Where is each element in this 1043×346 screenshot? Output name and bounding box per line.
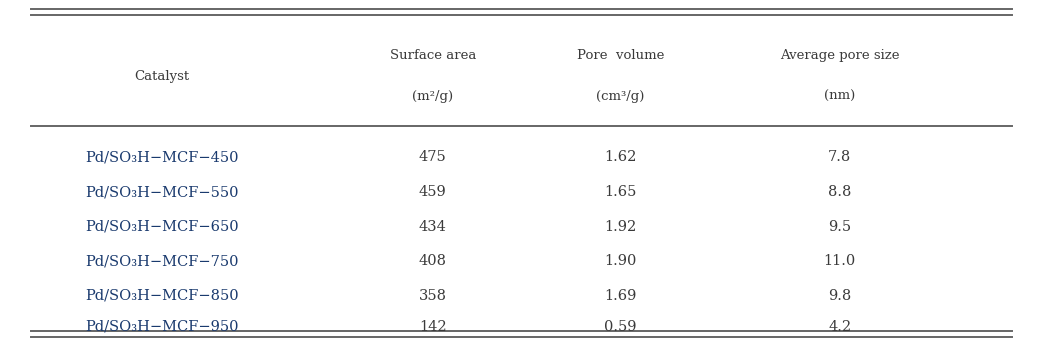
Text: 9.8: 9.8 bbox=[828, 289, 851, 303]
Text: (nm): (nm) bbox=[824, 90, 855, 103]
Text: 459: 459 bbox=[419, 185, 446, 199]
Text: Pd/SO₃H−MCF−550: Pd/SO₃H−MCF−550 bbox=[84, 185, 239, 199]
Text: 475: 475 bbox=[419, 151, 446, 164]
Text: 358: 358 bbox=[419, 289, 446, 303]
Text: Pd/SO₃H−MCF−950: Pd/SO₃H−MCF−950 bbox=[84, 320, 239, 334]
Text: 434: 434 bbox=[419, 220, 446, 234]
Text: Pd/SO₃H−MCF−450: Pd/SO₃H−MCF−450 bbox=[84, 151, 239, 164]
Text: 7.8: 7.8 bbox=[828, 151, 851, 164]
Text: 142: 142 bbox=[419, 320, 446, 334]
Text: Pd/SO₃H−MCF−650: Pd/SO₃H−MCF−650 bbox=[84, 220, 239, 234]
Text: 4.2: 4.2 bbox=[828, 320, 851, 334]
Text: 408: 408 bbox=[419, 254, 446, 268]
Text: Surface area: Surface area bbox=[390, 49, 476, 62]
Text: 0.59: 0.59 bbox=[604, 320, 637, 334]
Text: 9.5: 9.5 bbox=[828, 220, 851, 234]
Text: (m²/g): (m²/g) bbox=[412, 90, 454, 103]
Text: 1.92: 1.92 bbox=[605, 220, 636, 234]
Text: 1.90: 1.90 bbox=[604, 254, 637, 268]
Text: 1.65: 1.65 bbox=[604, 185, 637, 199]
Text: 8.8: 8.8 bbox=[828, 185, 851, 199]
Text: Catalyst: Catalyst bbox=[135, 70, 189, 83]
Text: 1.62: 1.62 bbox=[604, 151, 637, 164]
Text: 1.69: 1.69 bbox=[604, 289, 637, 303]
Text: Pd/SO₃H−MCF−850: Pd/SO₃H−MCF−850 bbox=[84, 289, 239, 303]
Text: (cm³/g): (cm³/g) bbox=[597, 90, 645, 103]
Text: Pore  volume: Pore volume bbox=[577, 49, 664, 62]
Text: 11.0: 11.0 bbox=[824, 254, 855, 268]
Text: Pd/SO₃H−MCF−750: Pd/SO₃H−MCF−750 bbox=[84, 254, 239, 268]
Text: Average pore size: Average pore size bbox=[780, 49, 899, 62]
